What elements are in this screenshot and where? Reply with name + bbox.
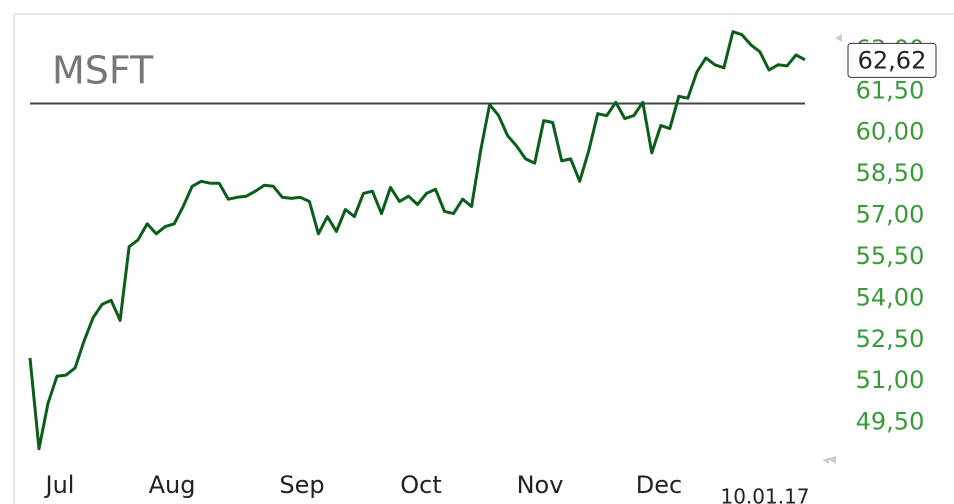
arrow-icon <box>822 456 836 464</box>
y-tick-label: 52,50 <box>856 325 925 353</box>
x-tick-label: Aug <box>149 471 196 499</box>
date-label: 10.01.17 <box>720 485 809 504</box>
arrow-icon <box>835 34 842 42</box>
y-tick-label: 51,00 <box>856 366 925 394</box>
x-tick-label: Sep <box>279 471 324 499</box>
last-value-label: 62,62 <box>858 46 927 74</box>
chart-title: MSFT <box>52 49 154 93</box>
last-value-box <box>847 42 937 78</box>
y-tick-label: 54,00 <box>856 283 925 311</box>
price-line <box>28 30 806 451</box>
y-tick-label: 58,50 <box>856 159 925 187</box>
x-tick-label: Dec <box>636 471 682 499</box>
x-tick-label: Jul <box>44 471 75 499</box>
x-tick-label: Oct <box>400 471 442 499</box>
y-tick-label: 57,00 <box>856 201 925 229</box>
y-tick-label: 49,50 <box>856 408 925 436</box>
x-tick-label: Nov <box>517 471 564 499</box>
y-tick-label: 55,50 <box>856 242 925 270</box>
y-tick-label: 60,00 <box>856 118 925 146</box>
y-tick-label: 61,50 <box>856 76 925 104</box>
